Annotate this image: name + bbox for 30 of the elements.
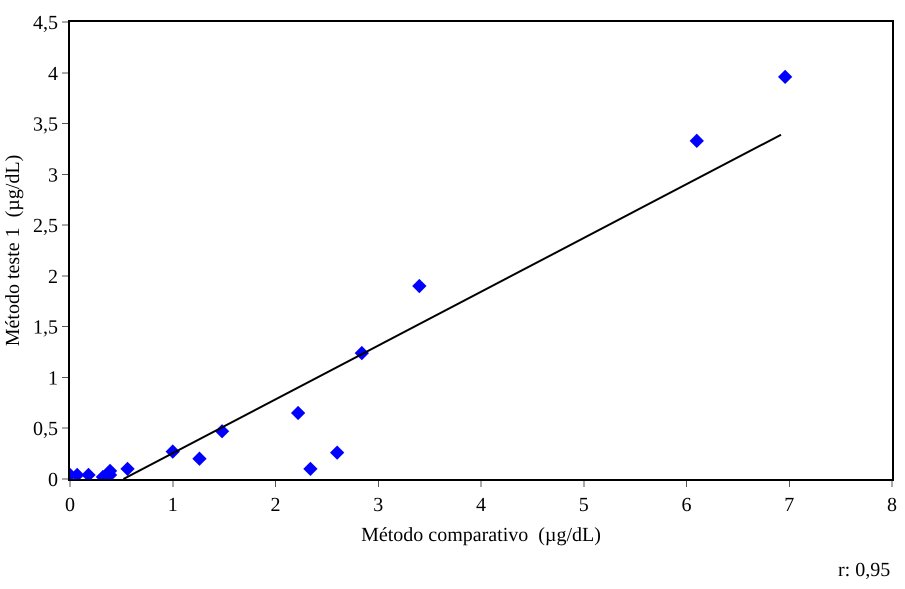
- y-tick-label: 3: [48, 164, 58, 186]
- y-tick-label: 0: [48, 469, 58, 491]
- x-axis-title: Método comparativo (µg/dL): [361, 524, 601, 546]
- x-tick-label: 2: [270, 494, 280, 516]
- point: [290, 406, 306, 420]
- point: [303, 462, 318, 476]
- x-tick-label: 8: [887, 494, 897, 516]
- y-tick-label: 4: [48, 62, 58, 85]
- y-tick-label: 1,5: [33, 316, 58, 339]
- point: [778, 70, 792, 84]
- x-tick-label: 1: [168, 494, 178, 516]
- x-tick-label: 4: [476, 494, 486, 516]
- y-tick-label: 0,5: [33, 418, 58, 440]
- y-axis-title: Método teste 1 (µg/dL): [2, 154, 24, 346]
- point: [192, 452, 207, 466]
- y-tick-label: 2: [48, 266, 58, 288]
- point: [412, 278, 426, 294]
- point: [690, 134, 704, 148]
- x-tick-label: 3: [373, 494, 384, 516]
- point: [120, 462, 135, 476]
- y-tick-label: 4,5: [33, 12, 58, 34]
- point: [330, 445, 344, 460]
- x-tick-label: 6: [682, 494, 692, 516]
- x-tick-label: 0: [65, 494, 75, 516]
- x-tick-label: 5: [578, 494, 589, 516]
- y-tick-label: 2,5: [33, 215, 58, 238]
- y-tick-label: 3,5: [33, 114, 58, 136]
- text: r: 0,95: [838, 559, 890, 581]
- y-tick-label: 1: [48, 367, 58, 390]
- x-tick-label: 7: [784, 494, 794, 516]
